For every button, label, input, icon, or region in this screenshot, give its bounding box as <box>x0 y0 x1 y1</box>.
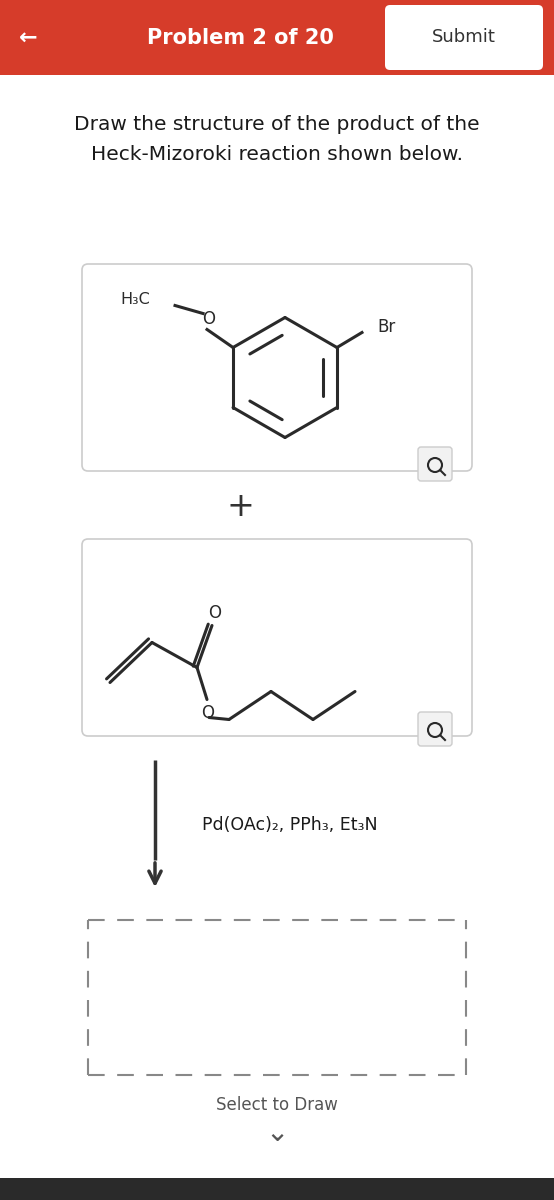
Text: Heck-Mizoroki reaction shown below.: Heck-Mizoroki reaction shown below. <box>91 145 463 164</box>
Text: ⌄: ⌄ <box>265 1118 289 1147</box>
Text: Submit: Submit <box>432 29 496 47</box>
Text: O: O <box>208 604 222 622</box>
Text: Problem 2 of 20: Problem 2 of 20 <box>147 28 334 48</box>
FancyBboxPatch shape <box>418 712 452 746</box>
Text: O: O <box>203 311 216 329</box>
Text: Pd(OAc)₂, PPh₃, Et₃N: Pd(OAc)₂, PPh₃, Et₃N <box>202 816 378 834</box>
Text: Draw the structure of the product of the: Draw the structure of the product of the <box>74 115 480 134</box>
Bar <box>0 0 554 74</box>
Text: O: O <box>202 703 214 721</box>
FancyBboxPatch shape <box>82 264 472 470</box>
Text: ←: ← <box>19 28 37 48</box>
Text: Select to Draw: Select to Draw <box>216 1096 338 1114</box>
Text: Br: Br <box>377 318 395 336</box>
FancyBboxPatch shape <box>418 446 452 481</box>
FancyBboxPatch shape <box>82 539 472 736</box>
Text: H₃C: H₃C <box>120 292 150 307</box>
FancyBboxPatch shape <box>385 5 543 70</box>
Text: +: + <box>226 490 254 523</box>
Bar <box>0 1178 554 1200</box>
